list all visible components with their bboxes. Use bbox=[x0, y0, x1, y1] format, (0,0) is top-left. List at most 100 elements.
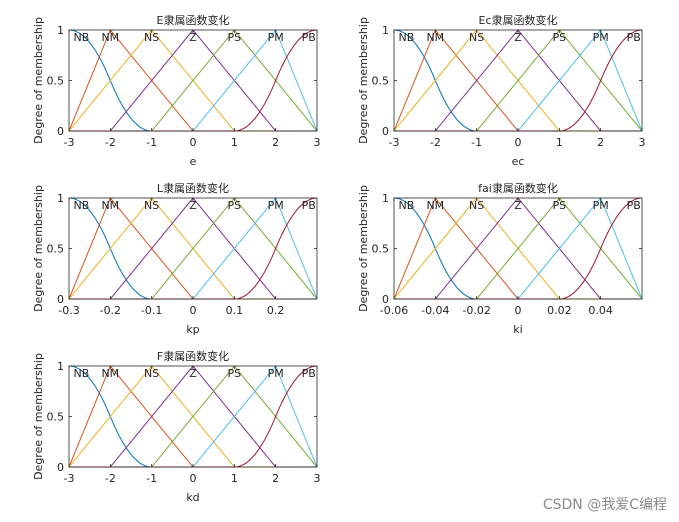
y-tick-label: 1 bbox=[57, 360, 64, 373]
series-label-nm: NM bbox=[101, 199, 119, 212]
series-label-ps: PS bbox=[553, 31, 567, 44]
x-tick-label: 0.1 bbox=[226, 304, 244, 317]
y-tick-label: 0.5 bbox=[47, 411, 65, 424]
series-label-ps: PS bbox=[228, 199, 242, 212]
membership-plot-4: -0.06 -0.04 -0.02 0 0.02 0.04 0 0.5 1 NB NM NS Z PS PM… bbox=[357, 181, 643, 336]
y-tick-label: 0 bbox=[57, 293, 64, 306]
series-label-ps: PS bbox=[553, 199, 567, 212]
series-label-z: Z bbox=[514, 199, 522, 212]
series-label-nb: NB bbox=[74, 199, 90, 212]
x-tick-label: -3 bbox=[64, 136, 75, 149]
series-label-pb: PB bbox=[302, 367, 316, 380]
x-tick-label: 2 bbox=[272, 472, 279, 485]
y-tick-label: 0 bbox=[382, 125, 389, 138]
x-tick-label: 1 bbox=[231, 472, 238, 485]
x-tick-label: -0.04 bbox=[421, 304, 449, 317]
x-tick-label: -0.3 bbox=[58, 304, 79, 317]
x-axis-label: ki bbox=[513, 323, 522, 336]
x-tick-label: 0.02 bbox=[547, 304, 572, 317]
x-axis-label: kd bbox=[186, 491, 199, 504]
chart-title: fai隶属函数变化 bbox=[478, 181, 558, 195]
y-tick-label: 0 bbox=[382, 293, 389, 306]
chart-title: Ec隶属函数变化 bbox=[479, 13, 558, 27]
x-tick-label: -2 bbox=[430, 136, 441, 149]
x-tick-label: 2 bbox=[597, 136, 604, 149]
series-label-ns: NS bbox=[469, 31, 484, 44]
y-axis-label: Degree of membership bbox=[357, 17, 370, 144]
series-label-pm: PM bbox=[593, 31, 609, 44]
y-tick-label: 1 bbox=[382, 192, 389, 205]
x-tick-label: 3 bbox=[314, 472, 321, 485]
x-tick-label: -0.06 bbox=[380, 304, 408, 317]
y-tick-label: 0.5 bbox=[372, 75, 390, 88]
x-tick-label: 1 bbox=[556, 136, 563, 149]
y-tick-label: 0 bbox=[57, 125, 64, 138]
series-label-ns: NS bbox=[469, 199, 484, 212]
x-axis-label: ec bbox=[512, 155, 525, 168]
x-tick-label: -0.1 bbox=[141, 304, 162, 317]
chart-title: E隶属函数变化 bbox=[157, 13, 230, 27]
x-tick-label: 1 bbox=[231, 136, 238, 149]
x-tick-label: 3 bbox=[314, 136, 321, 149]
membership-plot-2: -3 -2 -1 0 1 2 3 0 0.5 1 NB NM NS Z PS PM PB Ec隶属函数变化 ec De… bbox=[357, 13, 646, 168]
x-tick-label: -3 bbox=[64, 472, 75, 485]
series-label-ns: NS bbox=[144, 199, 159, 212]
series-label-z: Z bbox=[189, 367, 197, 380]
y-tick-label: 0.5 bbox=[372, 243, 390, 256]
series-label-ps: PS bbox=[228, 31, 242, 44]
y-tick-label: 1 bbox=[57, 192, 64, 205]
series-label-z: Z bbox=[189, 31, 197, 44]
series-label-nm: NM bbox=[101, 367, 119, 380]
x-tick-label: 2 bbox=[272, 136, 279, 149]
y-axis-label: Degree of membership bbox=[32, 17, 45, 144]
series-label-pb: PB bbox=[302, 31, 316, 44]
series-label-pm: PM bbox=[268, 31, 284, 44]
x-tick-label: -3 bbox=[389, 136, 400, 149]
y-tick-label: 1 bbox=[57, 24, 64, 37]
x-tick-label: 0.04 bbox=[588, 304, 613, 317]
watermark: CSDN @我爱C编程 bbox=[542, 497, 667, 513]
series-label-ns: NS bbox=[144, 367, 159, 380]
x-tick-label: 0 bbox=[515, 136, 522, 149]
membership-plot-3: -0.3 -0.2 -0.1 0 0.1 0.2 0 0.5 1 NB NM NS Z PS PM PB L隶属… bbox=[32, 181, 318, 336]
series-label-z: Z bbox=[189, 199, 197, 212]
chart-title: F隶属函数变化 bbox=[157, 349, 229, 363]
y-axis-label: Degree of membership bbox=[357, 185, 370, 312]
series-label-nb: NB bbox=[74, 31, 90, 44]
series-label-pb: PB bbox=[627, 31, 641, 44]
y-tick-label: 0.5 bbox=[47, 243, 65, 256]
x-tick-label: 0 bbox=[190, 472, 197, 485]
y-tick-label: 0.5 bbox=[47, 75, 65, 88]
y-tick-label: 0 bbox=[57, 461, 64, 474]
series-label-pm: PM bbox=[268, 367, 284, 380]
x-axis-label: kp bbox=[186, 323, 199, 336]
x-tick-label: 0 bbox=[515, 304, 522, 317]
series-label-ns: NS bbox=[144, 31, 159, 44]
x-tick-label: 0.2 bbox=[267, 304, 285, 317]
chart-title: L隶属函数变化 bbox=[157, 181, 229, 195]
x-tick-label: -2 bbox=[105, 472, 116, 485]
series-label-nm: NM bbox=[426, 199, 444, 212]
series-label-nb: NB bbox=[399, 31, 415, 44]
series-label-pm: PM bbox=[593, 199, 609, 212]
x-tick-label: -1 bbox=[146, 136, 157, 149]
x-tick-label: -1 bbox=[471, 136, 482, 149]
membership-plot-5: -3 -2 -1 0 1 2 3 0 0.5 1 NB NM NS Z PS PM PB F隶属函数变化 kd Deg… bbox=[32, 349, 321, 504]
x-tick-label: 3 bbox=[639, 136, 646, 149]
series-label-nb: NB bbox=[399, 199, 415, 212]
x-tick-label: -0.2 bbox=[100, 304, 121, 317]
x-tick-label: 0 bbox=[190, 304, 197, 317]
series-label-pb: PB bbox=[302, 199, 316, 212]
series-label-nm: NM bbox=[426, 31, 444, 44]
series-label-pb: PB bbox=[627, 199, 641, 212]
series-label-nb: NB bbox=[74, 367, 90, 380]
series-label-nm: NM bbox=[101, 31, 119, 44]
series-label-pm: PM bbox=[268, 199, 284, 212]
x-tick-label: -2 bbox=[105, 136, 116, 149]
series-label-ps: PS bbox=[228, 367, 242, 380]
x-tick-label: -1 bbox=[146, 472, 157, 485]
y-tick-label: 1 bbox=[382, 24, 389, 37]
membership-plot-1: -3 -2 -1 0 1 2 3 0 0.5 1 NB NM NS Z PS PM PB E隶属函数变化 e Degr… bbox=[32, 13, 321, 168]
y-axis-label: Degree of membership bbox=[32, 353, 45, 480]
